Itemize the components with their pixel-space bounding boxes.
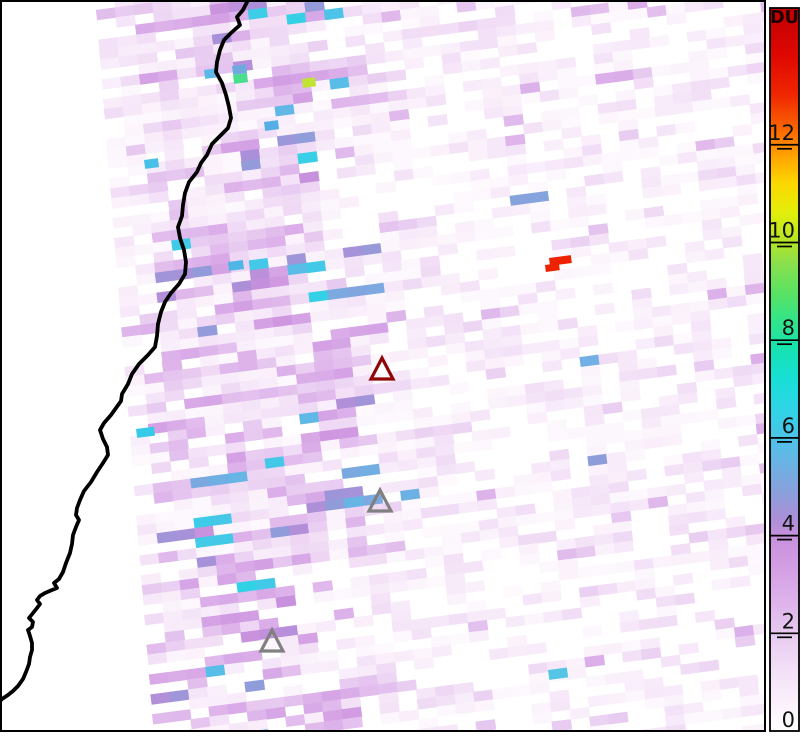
volcano-triangle-gray-lower xyxy=(258,626,286,653)
special-pixel xyxy=(144,158,160,169)
colorbar-tick-label: 2 xyxy=(782,609,795,633)
colorbar-unit-label: DU xyxy=(770,8,799,28)
volcano-triangle-red xyxy=(368,354,396,381)
colorbar-tick-label: 10 xyxy=(768,218,795,242)
volcano-markers xyxy=(258,354,396,653)
colorbar-tick-label: 12 xyxy=(768,121,795,145)
special-pixel xyxy=(545,263,560,272)
special-pixel xyxy=(228,260,245,271)
special-pixel xyxy=(232,64,248,75)
colorbar-tick-label: 8 xyxy=(782,316,795,340)
special-pixel xyxy=(301,77,317,88)
colorbar: 0 2 4 6 8 10 12 DU xyxy=(768,7,800,732)
colorbar-tick-label: 0 xyxy=(782,708,795,732)
colorbar-ticks: 0 2 4 6 8 10 12 xyxy=(768,121,799,732)
swath-data-pixels xyxy=(95,2,764,730)
coastline xyxy=(0,0,250,703)
special-pixel xyxy=(548,667,569,680)
colorbar-tick-label: 6 xyxy=(782,414,795,438)
notable-data-pixels xyxy=(136,64,572,680)
map-frame xyxy=(0,0,766,732)
special-pixel xyxy=(136,426,156,438)
special-pixel xyxy=(263,120,280,131)
colorbar-tick-label: 4 xyxy=(782,512,795,536)
colorbar-gradient-bar xyxy=(769,7,800,732)
special-pixel xyxy=(549,255,572,266)
special-pixel xyxy=(233,73,249,84)
volcano-triangle-gray-upper xyxy=(366,486,394,513)
